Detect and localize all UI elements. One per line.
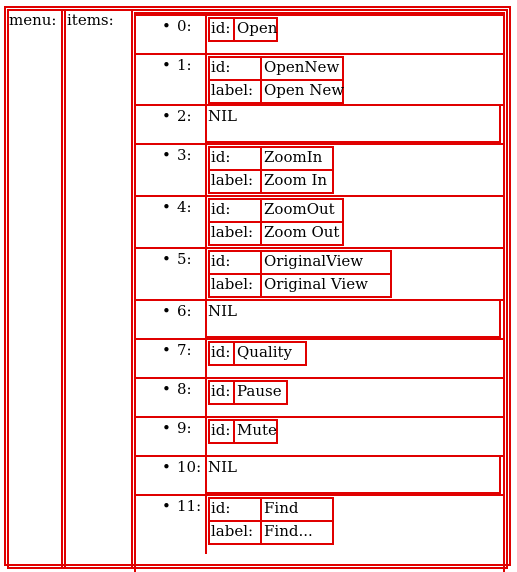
nil-value-box bbox=[205, 299, 501, 338]
nil-value: NIL bbox=[208, 458, 238, 476]
items-list-frame bbox=[131, 9, 508, 569]
record-value: OriginalView bbox=[264, 252, 364, 270]
record-table bbox=[208, 17, 278, 42]
list-item-index: 1: bbox=[177, 56, 192, 74]
list-item-index: 4: bbox=[177, 198, 192, 216]
record-value: Original View bbox=[264, 275, 368, 293]
record-row-divider bbox=[208, 79, 344, 81]
list-item-column-divider bbox=[205, 494, 207, 554]
record-key: id: bbox=[211, 421, 231, 439]
list-bullet: • bbox=[162, 341, 171, 359]
list-item-column-divider bbox=[205, 377, 207, 416]
list-item-index: 5: bbox=[177, 250, 192, 268]
list-item-index: 0: bbox=[177, 17, 192, 35]
list-bullet: • bbox=[162, 380, 171, 398]
list-item-column-divider bbox=[205, 143, 207, 195]
list-bullet: • bbox=[162, 419, 171, 437]
record-key: id: bbox=[211, 382, 231, 400]
menu-value-frame-inner bbox=[64, 9, 508, 569]
record-row-divider bbox=[208, 221, 344, 223]
record-column-divider bbox=[233, 341, 235, 366]
record-value: ZoomIn bbox=[264, 148, 323, 166]
record-key: label: bbox=[211, 171, 254, 189]
list-item-index: 2: bbox=[177, 107, 192, 125]
list-item-index: 7: bbox=[177, 341, 192, 359]
list-bullet: • bbox=[162, 56, 171, 74]
record-value: Pause bbox=[237, 382, 282, 400]
record-value: ZoomOut bbox=[264, 200, 335, 218]
list-item-divider bbox=[136, 377, 505, 379]
list-bullet: • bbox=[162, 107, 171, 125]
nil-value-box bbox=[205, 455, 501, 494]
list-bullet: • bbox=[162, 250, 171, 268]
record-row-divider bbox=[208, 520, 334, 522]
list-item-divider bbox=[136, 247, 505, 249]
list-item-column-divider bbox=[205, 14, 207, 53]
list-item-index: 10: bbox=[177, 458, 202, 476]
record-key: id: bbox=[211, 58, 231, 76]
record-table bbox=[208, 380, 288, 405]
list-bullet: • bbox=[162, 198, 171, 216]
record-key: label: bbox=[211, 275, 254, 293]
record-column-divider bbox=[233, 380, 235, 405]
nil-value: NIL bbox=[208, 302, 238, 320]
items-list-frame-inner bbox=[134, 12, 505, 572]
record-key: id: bbox=[211, 148, 231, 166]
list-item-divider bbox=[136, 53, 505, 55]
record-key: label: bbox=[211, 81, 254, 99]
record-value: Open bbox=[237, 19, 278, 37]
record-value: Zoom In bbox=[264, 171, 328, 189]
record-row-divider bbox=[208, 169, 334, 171]
list-item-column-divider bbox=[205, 416, 207, 455]
record-key: id: bbox=[211, 19, 231, 37]
list-item-divider bbox=[136, 416, 505, 418]
items-key-label: items: bbox=[67, 11, 114, 29]
record-value: Open New bbox=[264, 81, 345, 99]
list-bullet: • bbox=[162, 146, 171, 164]
list-item-divider bbox=[136, 338, 505, 340]
list-item-divider bbox=[136, 143, 505, 145]
list-bullet: • bbox=[162, 458, 171, 476]
record-table bbox=[208, 419, 278, 444]
menu-value-frame bbox=[61, 9, 508, 569]
record-key: label: bbox=[211, 223, 254, 241]
list-item-divider bbox=[136, 14, 505, 16]
list-item-index: 9: bbox=[177, 419, 192, 437]
list-item-column-divider bbox=[205, 247, 207, 299]
record-value: Zoom Out bbox=[264, 223, 340, 241]
record-key: label: bbox=[211, 522, 254, 540]
record-row-divider bbox=[208, 273, 392, 275]
record-value: Find... bbox=[264, 522, 313, 540]
record-column-divider bbox=[233, 17, 235, 42]
record-key: id: bbox=[211, 200, 231, 218]
list-item-divider bbox=[136, 195, 505, 197]
list-bullet: • bbox=[162, 497, 171, 515]
record-key: id: bbox=[211, 252, 231, 270]
list-item-index: 11: bbox=[177, 497, 202, 515]
list-item-column-divider bbox=[205, 338, 207, 377]
record-value: Quality bbox=[237, 343, 292, 361]
list-item-column-divider bbox=[205, 195, 207, 247]
menu-key-label: menu: bbox=[9, 11, 57, 29]
record-value: Find bbox=[264, 499, 299, 517]
list-item-index: 3: bbox=[177, 146, 192, 164]
list-item-index: 6: bbox=[177, 302, 192, 320]
record-value: Mute bbox=[237, 421, 277, 439]
list-bullet: • bbox=[162, 302, 171, 320]
list-item-divider bbox=[136, 494, 505, 496]
record-key: id: bbox=[211, 499, 231, 517]
record-column-divider bbox=[233, 419, 235, 444]
nil-value-box bbox=[205, 104, 501, 143]
list-item-index: 8: bbox=[177, 380, 192, 398]
nil-value: NIL bbox=[208, 107, 238, 125]
list-item-column-divider bbox=[205, 53, 207, 104]
list-bullet: • bbox=[162, 17, 171, 35]
record-table bbox=[208, 341, 307, 366]
record-value: OpenNew bbox=[264, 58, 340, 76]
record-key: id: bbox=[211, 343, 231, 361]
